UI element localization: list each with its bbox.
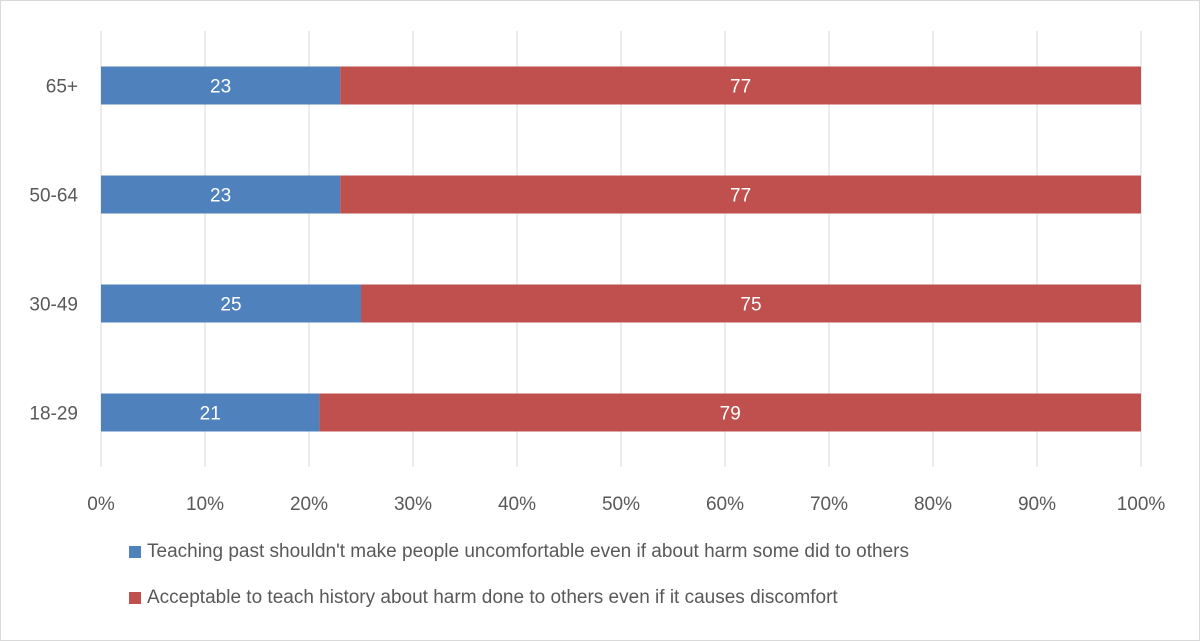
bar-segment xyxy=(101,66,341,105)
data-label: 21 xyxy=(200,404,221,425)
bar-segment xyxy=(319,393,1141,432)
category-label: 50-64 xyxy=(29,186,78,207)
legend-item-series-2: Acceptable to teach history about harm d… xyxy=(129,586,909,610)
legend-label-series-1: Teaching past shouldn't make people unco… xyxy=(147,541,909,562)
x-tick-label: 30% xyxy=(394,494,432,515)
legend-item-series-1: Teaching past shouldn't make people unco… xyxy=(129,540,909,564)
x-tick-label: 100% xyxy=(1117,494,1166,515)
bar-segment xyxy=(361,284,1141,323)
data-label: 77 xyxy=(730,186,751,207)
data-label: 77 xyxy=(730,77,751,98)
category-label: 65+ xyxy=(46,77,78,98)
bar-segment xyxy=(340,175,1141,214)
x-tick-label: 40% xyxy=(498,494,536,515)
bar-segment xyxy=(340,66,1141,105)
x-tick-label: 80% xyxy=(914,494,952,515)
data-label: 23 xyxy=(210,186,231,207)
bar-segment xyxy=(101,393,320,432)
x-tick-label: 50% xyxy=(602,494,640,515)
data-label: 23 xyxy=(210,77,231,98)
legend: Teaching past shouldn't make people unco… xyxy=(129,540,909,632)
legend-label-series-2: Acceptable to teach history about harm d… xyxy=(147,587,838,608)
x-tick-label: 20% xyxy=(290,494,328,515)
legend-swatch-series-2 xyxy=(129,592,141,604)
legend-swatch-series-1 xyxy=(129,546,141,558)
bar-segment xyxy=(101,284,361,323)
category-label: 18-29 xyxy=(29,404,78,425)
data-label: 79 xyxy=(720,404,741,425)
data-label: 25 xyxy=(220,295,241,316)
x-tick-label: 10% xyxy=(186,494,224,515)
data-label: 75 xyxy=(740,295,761,316)
category-label: 30-49 xyxy=(29,295,78,316)
x-tick-label: 60% xyxy=(706,494,744,515)
x-tick-label: 70% xyxy=(810,494,848,515)
x-tick-label: 0% xyxy=(87,494,115,515)
bar-segment xyxy=(101,175,341,214)
x-tick-label: 90% xyxy=(1018,494,1056,515)
stacked-bar-chart: 0% 10% 20% 30% 40% 50% 60% 70% 80% 90% 100% 23 77 65+… xyxy=(29,31,1166,515)
